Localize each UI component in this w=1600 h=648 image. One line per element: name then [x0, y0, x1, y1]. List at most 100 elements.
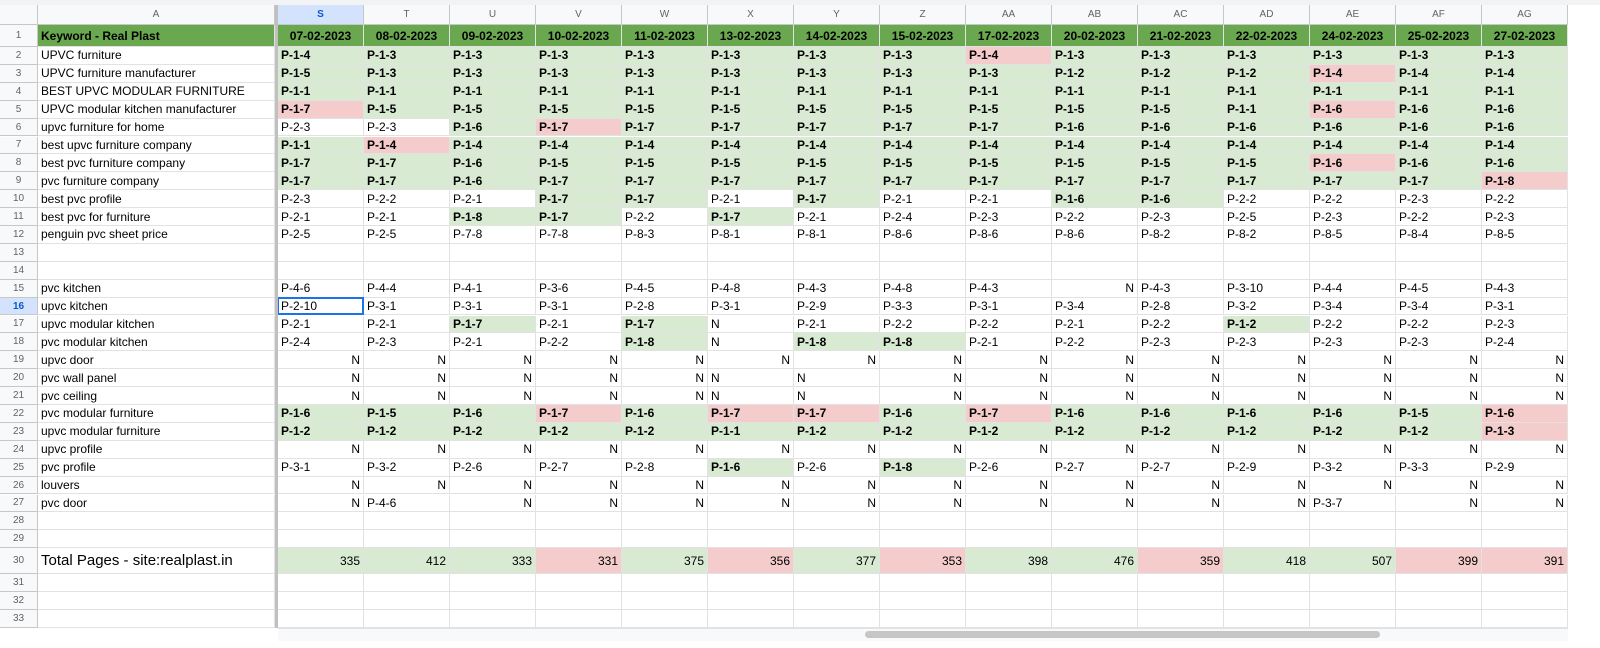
- cell[interactable]: [1310, 610, 1396, 629]
- cell[interactable]: P-1-1: [880, 82, 966, 101]
- cell[interactable]: P-2-2: [1052, 333, 1138, 352]
- cell[interactable]: P-1-1: [708, 422, 794, 441]
- cell[interactable]: P-2-1: [450, 190, 536, 209]
- cell[interactable]: P-7-8: [450, 226, 536, 244]
- cell[interactable]: N: [536, 440, 622, 459]
- cell[interactable]: P-1-7: [708, 208, 794, 226]
- cell[interactable]: [708, 261, 794, 280]
- cell[interactable]: N: [1396, 387, 1482, 405]
- cell[interactable]: P-2-1: [708, 190, 794, 209]
- cell[interactable]: P-1-5: [536, 154, 622, 173]
- row-label[interactable]: UPVC furniture: [38, 47, 275, 65]
- cell[interactable]: 391: [1482, 548, 1568, 575]
- row-header[interactable]: 28: [0, 512, 38, 531]
- cell[interactable]: P-1-7: [1310, 172, 1396, 191]
- cell[interactable]: P-1-6: [1396, 118, 1482, 137]
- cell[interactable]: [1224, 261, 1310, 280]
- cell[interactable]: P-1-6: [1138, 190, 1224, 209]
- cell[interactable]: P-3-6: [536, 279, 622, 298]
- cell[interactable]: [966, 512, 1052, 531]
- cell[interactable]: [1482, 610, 1568, 629]
- cell[interactable]: P-1-3: [364, 64, 450, 83]
- cell[interactable]: P-1-7: [364, 154, 450, 173]
- cell[interactable]: P-1-1: [1396, 82, 1482, 101]
- cell[interactable]: P-1-5: [450, 100, 536, 119]
- cell[interactable]: N: [622, 351, 708, 370]
- cell[interactable]: P-1-3: [708, 47, 794, 65]
- cell[interactable]: P-3-10: [1224, 279, 1310, 298]
- cell[interactable]: P-1-7: [794, 405, 880, 423]
- cell[interactable]: P-8-6: [966, 226, 1052, 244]
- cell[interactable]: N: [364, 476, 450, 495]
- cell[interactable]: N: [1138, 351, 1224, 370]
- cell[interactable]: P-2-3: [364, 333, 450, 352]
- cell[interactable]: P-3-1: [1482, 297, 1568, 316]
- cell[interactable]: [536, 530, 622, 549]
- cell[interactable]: [38, 592, 275, 611]
- cell[interactable]: N: [1310, 369, 1396, 388]
- cell[interactable]: P-1-5: [1138, 154, 1224, 173]
- cell[interactable]: [1310, 530, 1396, 549]
- cell[interactable]: P-1-7: [622, 190, 708, 209]
- cell[interactable]: [364, 530, 450, 549]
- cell[interactable]: N: [966, 440, 1052, 459]
- cell[interactable]: P-1-6: [708, 458, 794, 477]
- cell[interactable]: N: [966, 387, 1052, 405]
- cell[interactable]: [38, 243, 275, 262]
- cell[interactable]: P-1-3: [1482, 422, 1568, 441]
- cell[interactable]: [1224, 512, 1310, 531]
- cell[interactable]: N: [966, 351, 1052, 370]
- cell[interactable]: P-3-1: [450, 297, 536, 316]
- row-header[interactable]: 9: [0, 172, 38, 191]
- cell[interactable]: [1138, 574, 1224, 593]
- cell[interactable]: P-1-4: [794, 136, 880, 155]
- date-header[interactable]: 13-02-2023: [708, 25, 794, 47]
- cell[interactable]: P-3-4: [1396, 297, 1482, 316]
- cell[interactable]: P-2-2: [966, 315, 1052, 334]
- cell[interactable]: P-1-3: [1052, 47, 1138, 65]
- row-label[interactable]: best pvc furniture company: [38, 154, 275, 173]
- cell[interactable]: P-1-4: [1482, 136, 1568, 155]
- cell[interactable]: P-4-6: [278, 279, 364, 298]
- cell[interactable]: P-2-6: [450, 458, 536, 477]
- cell[interactable]: P-1-6: [1138, 118, 1224, 137]
- cell[interactable]: P-1-4: [966, 47, 1052, 65]
- cell[interactable]: [38, 610, 275, 629]
- cell[interactable]: N: [1138, 387, 1224, 405]
- date-header[interactable]: 07-02-2023: [278, 25, 364, 47]
- cell[interactable]: P-1-3: [880, 64, 966, 83]
- cell[interactable]: P-1-3: [966, 64, 1052, 83]
- date-header[interactable]: 21-02-2023: [1138, 25, 1224, 47]
- cell[interactable]: P-1-3: [794, 64, 880, 83]
- cell[interactable]: [450, 243, 536, 262]
- cell[interactable]: P-8-3: [622, 226, 708, 244]
- cell[interactable]: [1396, 574, 1482, 593]
- cell[interactable]: P-1-3: [1482, 47, 1568, 65]
- cell[interactable]: P-2-5: [1224, 208, 1310, 226]
- cell[interactable]: P-8-4: [1396, 226, 1482, 244]
- column-header[interactable]: Y: [794, 5, 880, 25]
- cell[interactable]: N: [364, 440, 450, 459]
- cell[interactable]: N: [1482, 440, 1568, 459]
- cell[interactable]: [1310, 592, 1396, 611]
- cell[interactable]: [794, 530, 880, 549]
- cell[interactable]: [1138, 610, 1224, 629]
- cell[interactable]: P-1-5: [880, 100, 966, 119]
- cell[interactable]: P-1-5: [1224, 154, 1310, 173]
- cell[interactable]: N: [794, 494, 880, 513]
- cell[interactable]: 356: [708, 548, 794, 575]
- cell[interactable]: P-1-2: [450, 422, 536, 441]
- cell[interactable]: P-8-2: [1138, 226, 1224, 244]
- cell[interactable]: P-3-4: [1310, 297, 1396, 316]
- cell[interactable]: [1224, 574, 1310, 593]
- cell[interactable]: P-2-7: [536, 458, 622, 477]
- cell[interactable]: N: [708, 476, 794, 495]
- cell[interactable]: P-1-1: [1138, 82, 1224, 101]
- date-header[interactable]: 17-02-2023: [966, 25, 1052, 47]
- cell[interactable]: P-2-3: [1310, 333, 1396, 352]
- column-header[interactable]: Z: [880, 5, 966, 25]
- cell[interactable]: 377: [794, 548, 880, 575]
- cell[interactable]: N: [1052, 440, 1138, 459]
- cell[interactable]: [1482, 243, 1568, 262]
- cell[interactable]: [708, 610, 794, 629]
